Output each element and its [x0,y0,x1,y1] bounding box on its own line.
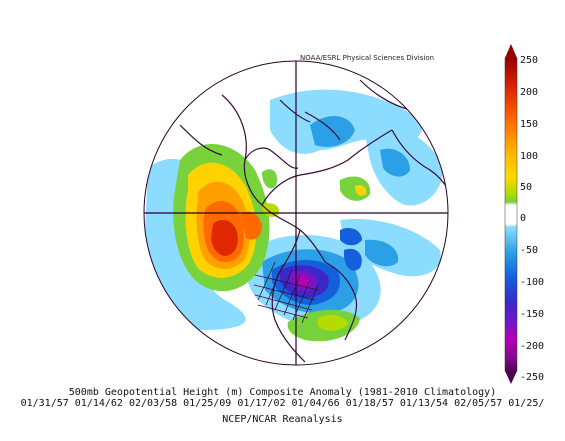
colorbar-label: 50 [520,182,533,193]
colorbar-top-arrow [505,44,517,58]
colorbar-label: -250 [520,372,545,383]
colorbar-label: -150 [520,309,545,320]
colorbar-label: -100 [520,277,545,288]
colorbar-label: -200 [520,341,545,352]
colorbar-bottom-arrow [505,371,517,384]
colorbar-label: 100 [520,151,539,162]
coastlines [179,79,448,363]
caption-dates: 01/31/57 01/14/62 02/03/58 01/25/09 01/1… [20,398,545,409]
colorbar-label: -50 [520,245,539,256]
colorbar-label: 150 [520,119,539,130]
colorbar-label: 250 [520,55,539,66]
colorbar [504,44,518,384]
credit-text: NOAA/ESRL Physical Sciences Division [300,54,435,62]
colorbar-label: 200 [520,87,539,98]
colorbar-bar [504,57,518,372]
state-borders [253,261,319,324]
caption-title: 500mb Geopotential Height (m) Composite … [68,387,497,398]
colorbar-label: 0 [520,213,527,224]
caption-source: NCEP/NCAR Reanalysis [222,414,343,425]
